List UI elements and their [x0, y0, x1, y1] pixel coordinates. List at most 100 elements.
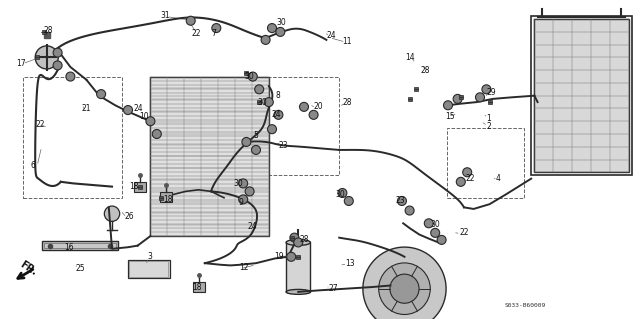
Circle shape [248, 72, 257, 81]
Circle shape [424, 219, 433, 228]
Text: 22: 22 [35, 120, 45, 129]
Circle shape [255, 85, 264, 94]
Bar [531, 16, 632, 175]
Circle shape [276, 27, 285, 36]
Circle shape [152, 130, 161, 138]
Text: 27: 27 [328, 284, 338, 293]
Circle shape [431, 228, 440, 237]
Ellipse shape [286, 240, 310, 245]
Text: 13: 13 [346, 259, 355, 268]
Bar [23, 77, 122, 198]
Text: 28: 28 [300, 235, 309, 244]
Circle shape [482, 85, 491, 94]
Text: 10: 10 [140, 112, 149, 121]
Text: 2: 2 [486, 122, 491, 130]
Circle shape [268, 24, 276, 33]
Bar [193, 282, 205, 292]
Text: 22: 22 [466, 174, 476, 183]
Circle shape [444, 101, 452, 110]
Text: 9: 9 [238, 198, 243, 207]
Bar [161, 192, 172, 202]
Circle shape [287, 252, 296, 261]
Circle shape [294, 238, 303, 247]
Text: 26: 26 [125, 212, 134, 221]
Circle shape [252, 145, 260, 154]
Text: 28: 28 [421, 66, 430, 75]
Circle shape [300, 102, 308, 111]
Circle shape [66, 72, 75, 81]
Text: 19: 19 [274, 252, 284, 261]
Text: 5: 5 [253, 131, 259, 140]
Text: 4: 4 [496, 174, 501, 183]
Text: 30: 30 [234, 179, 244, 188]
Bar [129, 261, 168, 277]
Circle shape [274, 110, 283, 119]
Text: 30: 30 [276, 18, 287, 27]
Circle shape [104, 206, 120, 221]
Circle shape [53, 61, 62, 70]
Bar [128, 260, 170, 278]
Text: 29: 29 [486, 88, 496, 97]
Text: 30: 30 [335, 190, 346, 199]
Circle shape [290, 233, 299, 242]
Bar [237, 77, 339, 175]
Text: 24: 24 [326, 31, 336, 40]
Text: 24: 24 [133, 104, 143, 113]
Circle shape [453, 94, 462, 103]
Text: 1: 1 [486, 114, 491, 122]
Circle shape [146, 117, 155, 126]
Circle shape [124, 106, 132, 115]
Text: 11: 11 [342, 37, 352, 46]
Text: 6: 6 [31, 161, 36, 170]
Bar [447, 128, 524, 198]
Text: 20: 20 [314, 102, 323, 111]
Circle shape [264, 98, 273, 107]
Text: 30: 30 [430, 220, 440, 229]
Circle shape [476, 93, 484, 102]
Text: 25: 25 [76, 264, 85, 273]
Text: 7: 7 [211, 29, 216, 38]
Text: 30: 30 [257, 98, 268, 107]
Text: 22: 22 [460, 228, 469, 237]
Text: 21: 21 [82, 104, 92, 113]
Circle shape [268, 125, 276, 134]
Text: 30: 30 [244, 72, 255, 81]
Text: FR.: FR. [18, 259, 38, 278]
Text: 18: 18 [163, 195, 172, 204]
Circle shape [35, 46, 58, 69]
Circle shape [309, 110, 318, 119]
Text: 22: 22 [192, 29, 202, 38]
Circle shape [344, 197, 353, 205]
Text: 17: 17 [16, 59, 26, 68]
Text: 18: 18 [130, 182, 139, 191]
Circle shape [379, 263, 430, 315]
Circle shape [97, 90, 106, 99]
Text: S033-B60009: S033-B60009 [504, 303, 545, 308]
Text: 23: 23 [278, 141, 288, 150]
Circle shape [405, 206, 414, 215]
Circle shape [242, 137, 251, 146]
Circle shape [186, 16, 195, 25]
Text: 8: 8 [275, 91, 280, 100]
Circle shape [390, 274, 419, 303]
Text: 24: 24 [271, 110, 282, 119]
Bar [534, 19, 629, 172]
Text: 14: 14 [404, 53, 415, 62]
Bar [42, 241, 118, 250]
Circle shape [456, 177, 465, 186]
Circle shape [363, 247, 446, 319]
Circle shape [53, 48, 62, 57]
Circle shape [261, 35, 270, 44]
Bar [44, 243, 116, 249]
Text: 28: 28 [44, 26, 53, 35]
Circle shape [437, 235, 446, 244]
Bar [134, 182, 145, 192]
Circle shape [239, 195, 248, 204]
Circle shape [338, 189, 347, 197]
Bar [150, 77, 269, 236]
Circle shape [212, 24, 221, 33]
Text: 28: 28 [342, 98, 352, 107]
Ellipse shape [286, 289, 310, 294]
Text: 24: 24 [248, 222, 258, 231]
Text: 3: 3 [147, 252, 152, 261]
